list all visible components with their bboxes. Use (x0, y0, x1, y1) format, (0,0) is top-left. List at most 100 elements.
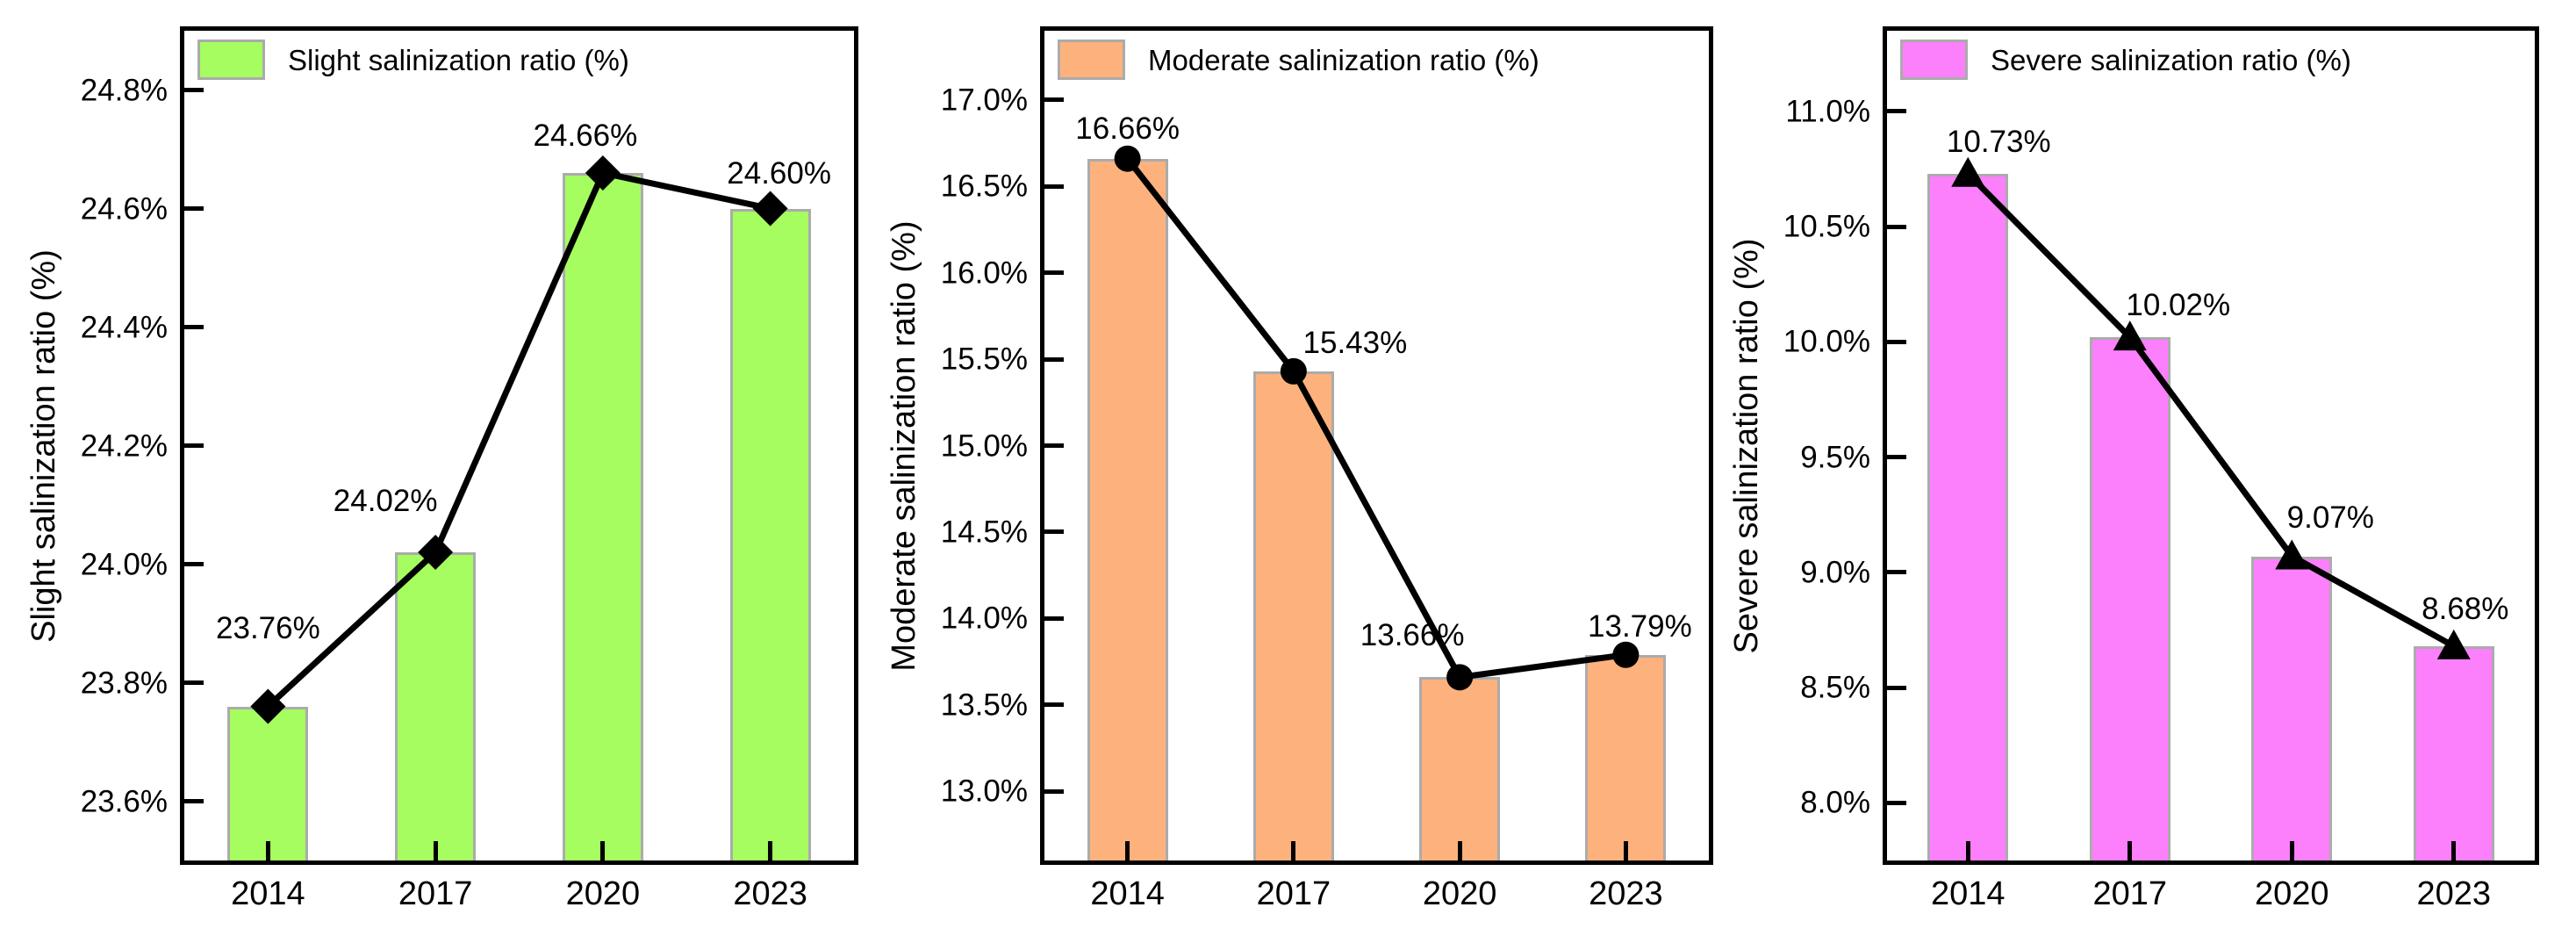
y-tick-label: 17.0% (940, 83, 1028, 118)
point-label: 24.66% (533, 119, 638, 153)
bar-2017 (395, 552, 477, 860)
plot-moderate-salinization: Moderate salinization ratio (%) 16.66% 15… (1040, 26, 1713, 865)
trend-line (1124, 156, 1626, 681)
trend-line-layer (250, 155, 788, 724)
x-tick-mark (1623, 841, 1628, 860)
bar-2017 (1252, 371, 1334, 860)
x-tick-label: 2014 (231, 875, 305, 912)
y-tick-mark (1887, 570, 1906, 575)
point-label: 9.07% (2286, 500, 2374, 535)
bar-2023 (729, 208, 811, 860)
point-label: 24.02% (333, 484, 438, 518)
y-tick-mark (1044, 616, 1064, 621)
trend-line (266, 169, 771, 709)
circle-marker-icon (1114, 145, 1141, 172)
y-tick-mark (184, 206, 204, 211)
x-tick-label: 2020 (565, 875, 641, 912)
legend-severe: Severe salinization ratio (%) (1900, 40, 2351, 80)
y-tick-mark (184, 799, 204, 803)
y-tick-label: 24.6% (80, 191, 168, 226)
x-tick-label: 2020 (2254, 875, 2329, 912)
y-tick-mark (1044, 529, 1064, 535)
point-label: 13.66% (1360, 618, 1465, 653)
point-label: 23.76% (216, 610, 320, 645)
legend-slight: Slight salinization ratio (%) (197, 40, 629, 80)
trend-line-layer (1951, 156, 2471, 659)
y-tick-mark (1044, 788, 1064, 794)
point-label: 13.79% (1588, 608, 1692, 644)
x-tick-label: 2023 (1589, 875, 1663, 912)
circle-marker-icon (1612, 641, 1640, 668)
x-tick-label: 2017 (1256, 875, 1331, 912)
x-tick-mark (2289, 841, 2294, 860)
circle-marker-icon (1280, 357, 1307, 385)
y-tick-label: 23.6% (80, 784, 168, 818)
y-tick-label: 24.8% (80, 73, 168, 107)
y-tick-mark (1887, 224, 1906, 229)
diamond-marker-icon (752, 191, 788, 227)
y-tick-label: 15.0% (940, 428, 1028, 463)
y-tick-mark (184, 443, 204, 448)
y-tick-label: 8.5% (1800, 670, 1870, 705)
y-tick-mark (1887, 685, 1906, 690)
y-tick-mark (184, 562, 204, 566)
y-tick-label: 9.5% (1800, 440, 1870, 475)
point-label: 24.60% (727, 155, 831, 191)
y-tick-label: 14.5% (940, 515, 1028, 550)
y-tick-label: 23.8% (80, 666, 168, 700)
y-tick-label: 15.5% (940, 342, 1028, 377)
x-tick-mark (265, 841, 270, 860)
y-tick-mark (1887, 109, 1906, 114)
x-tick-label: 2023 (733, 875, 807, 912)
x-tick-label: 2017 (2092, 875, 2168, 912)
legend-label-slight: Slight salinization ratio (%) (288, 43, 629, 76)
trend-line (1965, 171, 2456, 649)
triangle-marker-icon (2275, 539, 2309, 570)
triangle-marker-icon (2113, 320, 2147, 351)
legend-swatch-severe (1900, 40, 1968, 80)
x-tick-label: 2023 (2416, 875, 2492, 912)
plot-slight-salinization: Slight salinization ratio (%) 23.76% 24.0… (180, 26, 858, 865)
x-tick-mark (1125, 841, 1130, 860)
x-tick-mark (1457, 841, 1462, 860)
legend-label-severe: Severe salinization ratio (%) (1991, 43, 2351, 76)
x-tick-mark (600, 841, 606, 860)
point-label: 15.43% (1302, 325, 1408, 360)
plot-severe-salinization: Severe salinization ratio (%) 10.73% 10.0… (1883, 26, 2539, 865)
y-tick-mark (184, 680, 204, 685)
y-tick-mark (1044, 97, 1064, 103)
bar-2014 (1087, 158, 1168, 860)
y-tick-mark (1044, 443, 1064, 448)
diamond-marker-icon (585, 155, 621, 191)
y-tick-mark (1887, 339, 1906, 344)
legend-swatch-moderate (1058, 40, 1125, 80)
y-tick-label: 8.0% (1800, 785, 1870, 820)
x-tick-mark (768, 841, 773, 860)
y-tick-label: 13.5% (940, 688, 1028, 723)
triangle-marker-icon (2436, 629, 2471, 659)
y-tick-label: 13.0% (940, 774, 1028, 809)
y-tick-mark (184, 88, 204, 92)
y-tick-label: 16.0% (940, 256, 1028, 291)
y-tick-label: 24.0% (80, 547, 168, 581)
y-tick-mark (1044, 184, 1064, 189)
y-tick-label: 24.4% (80, 310, 168, 344)
point-label: 10.73% (1946, 124, 2051, 159)
x-tick-label: 2014 (1090, 875, 1165, 912)
y-tick-label: 14.0% (940, 601, 1028, 636)
x-tick-label: 2020 (1422, 875, 1497, 912)
point-label: 16.66% (1075, 111, 1180, 146)
y-tick-label: 11.0% (1785, 94, 1870, 129)
y-tick-mark (184, 325, 204, 329)
point-label: 10.02% (2126, 288, 2231, 323)
y-tick-label: 16.5% (940, 169, 1028, 204)
y-tick-mark (1887, 800, 1906, 805)
diamond-marker-icon (418, 535, 454, 570)
y-tick-label: 24.2% (80, 428, 168, 463)
point-label: 8.68% (2422, 591, 2509, 626)
bar-2023 (2413, 645, 2494, 860)
y-tick-mark (1887, 455, 1906, 460)
x-tick-mark (2451, 841, 2457, 860)
circle-marker-icon (1446, 664, 1474, 691)
